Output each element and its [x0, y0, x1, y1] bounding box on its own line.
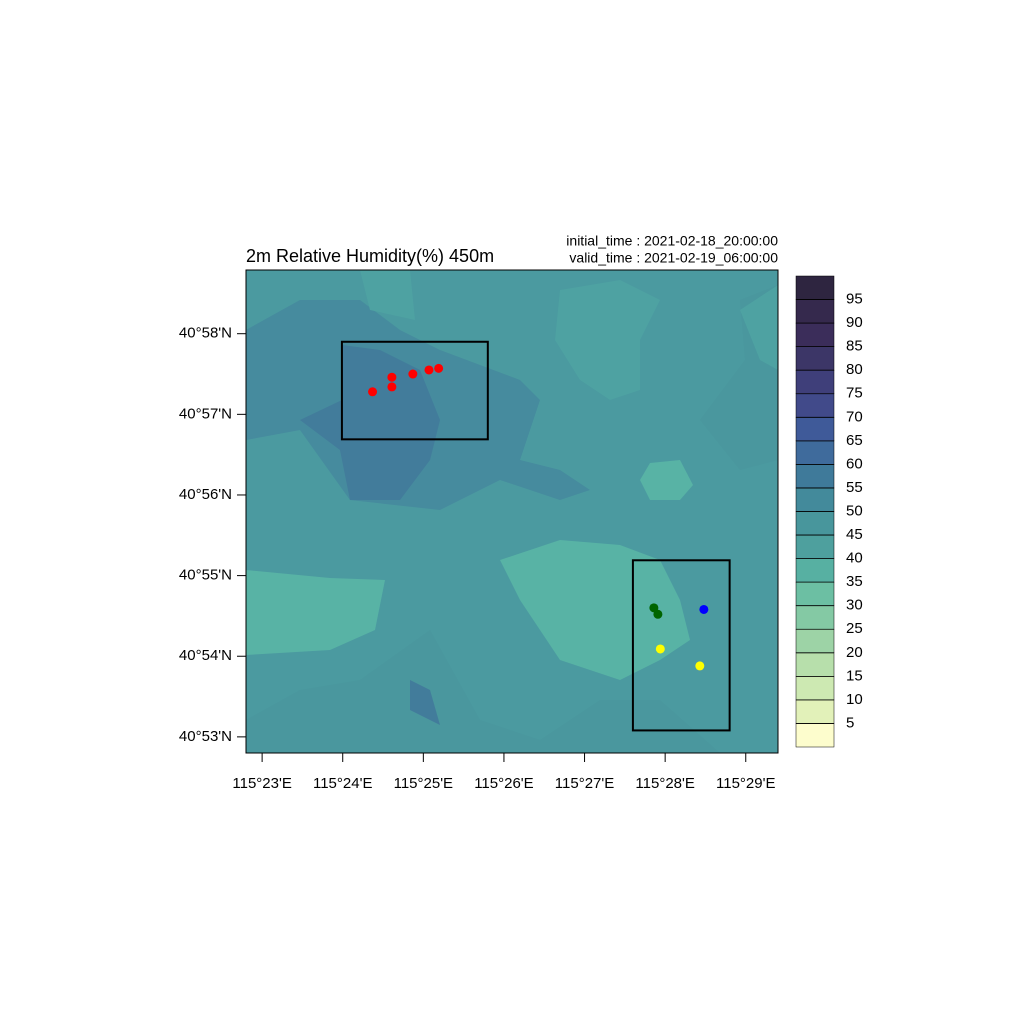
- station-point: [368, 387, 378, 397]
- plot-frame: [245, 269, 779, 754]
- colorbar-box: [795, 534, 835, 559]
- y-tick-label: 40°53'N: [179, 728, 232, 745]
- y-tick-label: 40°54'N: [179, 647, 232, 664]
- x-tick-label: 115°28'E: [635, 775, 694, 792]
- y-tick-label: 40°55'N: [179, 567, 232, 584]
- colorbar-label: 90: [846, 314, 863, 331]
- colorbar-box: [795, 487, 835, 512]
- colorbar-box: [795, 629, 835, 654]
- colorbar-label: 40: [846, 550, 863, 567]
- x-tick-label: 115°26'E: [474, 775, 533, 792]
- colorbar-box: [795, 723, 835, 748]
- y-tick-label: 40°58'N: [179, 325, 232, 342]
- x-tick-label: 115°27'E: [555, 775, 614, 792]
- colorbar-label: 45: [846, 526, 863, 543]
- colorbar-label: 20: [846, 644, 863, 661]
- station-point: [408, 369, 418, 379]
- x-tick-label: 115°24'E: [313, 775, 372, 792]
- info-line: valid_time : 2021-02-19_06:00:00: [569, 250, 778, 266]
- station-point: [655, 644, 665, 654]
- colorbar-label: 35: [846, 573, 863, 590]
- station-point: [387, 382, 397, 392]
- colorbar-box: [795, 393, 835, 418]
- station-point: [434, 363, 444, 373]
- x-tick-label: 115°23'E: [232, 775, 291, 792]
- colorbar-box: [795, 605, 835, 630]
- colorbar-label: 30: [846, 597, 863, 614]
- colorbar-box: [795, 440, 835, 465]
- colorbar-box: [795, 511, 835, 536]
- colorbar-label: 75: [846, 385, 863, 402]
- x-tick-label: 115°29'E: [716, 775, 775, 792]
- contour-fill: [246, 270, 778, 753]
- station-point: [695, 661, 705, 671]
- map-title: 2m Relative Humidity(%) 450m: [246, 246, 494, 266]
- info-line: initial_time : 2021-02-18_20:00:00: [566, 233, 778, 249]
- colorbar-box: [795, 369, 835, 395]
- colorbar-box: [795, 464, 835, 489]
- colorbar-box: [795, 652, 835, 677]
- colorbar-box: [795, 346, 835, 371]
- colorbar-label: 15: [846, 667, 863, 684]
- station-point: [387, 372, 397, 382]
- colorbar-box: [795, 558, 835, 583]
- colorbar-label: 10: [846, 691, 863, 708]
- y-tick-label: 40°57'N: [179, 405, 232, 422]
- colorbar-label: 60: [846, 455, 863, 472]
- colorbar-label: 5: [846, 714, 854, 731]
- colorbar-box: [795, 699, 835, 724]
- region-box: [631, 559, 731, 732]
- colorbar-box: [795, 275, 835, 300]
- station-point: [653, 609, 663, 619]
- colorbar-label: 85: [846, 338, 863, 355]
- station-point: [649, 603, 659, 613]
- colorbar-label: 80: [846, 361, 863, 378]
- colorbar-label: 95: [846, 291, 863, 308]
- colorbar-box: [795, 417, 835, 442]
- y-tick-label: 40°56'N: [179, 486, 232, 503]
- colorbar-box: [795, 676, 835, 701]
- colorbar-box: [795, 299, 835, 324]
- x-tick-label: 115°25'E: [394, 775, 453, 792]
- colorbar-label: 25: [846, 620, 863, 637]
- colorbar-label: 70: [846, 408, 863, 425]
- region-box: [340, 340, 489, 441]
- colorbar-label: 65: [846, 432, 863, 449]
- station-point: [699, 604, 709, 614]
- colorbar-label: 50: [846, 502, 863, 519]
- colorbar-box: [795, 581, 835, 606]
- colorbar-box: [795, 322, 835, 347]
- colorbar-label: 55: [846, 479, 863, 496]
- station-point: [424, 365, 434, 375]
